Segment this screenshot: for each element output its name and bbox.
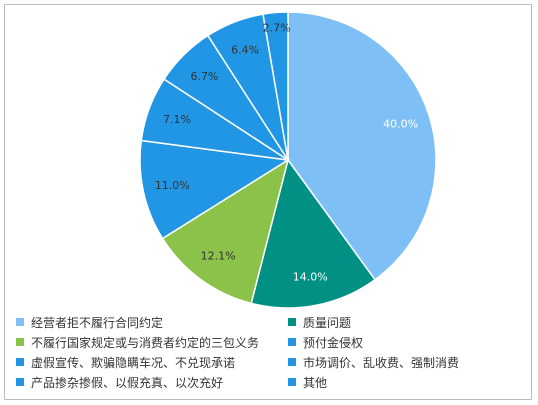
legend-label: 市场调价、乱收费、强制消费: [303, 355, 460, 370]
legend-swatch: [288, 378, 296, 386]
pie-slice-label-6: 6.4%: [231, 44, 259, 57]
pie-slice-label-4: 7.1%: [163, 113, 191, 126]
legend-item-0: 经营者拒不履行合同约定: [16, 314, 163, 330]
legend-label: 虚假宣传、欺骗隐瞒车况、不兑现承诺: [31, 355, 236, 370]
legend-swatch: [16, 358, 24, 366]
pie-slice-7: [262, 11, 289, 161]
legend-label: 质量问题: [303, 315, 352, 330]
legend-item-7: 其他: [288, 374, 327, 390]
legend-label: 预付金侵权: [303, 335, 364, 350]
pie-slice-label-7: 2.7%: [263, 21, 291, 34]
legend-swatch: [16, 318, 24, 326]
legend-item-3: 预付金侵权: [288, 334, 363, 350]
pie-slice-1: [250, 158, 377, 309]
legend-item-1: 质量问题: [288, 314, 351, 330]
legend-label: 不履行国家规定或与消费者约定的三包义务: [31, 335, 260, 350]
legend-label: 其他: [303, 375, 328, 390]
legend-swatch: [16, 338, 24, 346]
legend-item-5: 市场调价、乱收费、强制消费: [288, 354, 459, 370]
legend-label: 产品掺杂掺假、以假充真、以次充好: [31, 375, 224, 390]
pie-slice-2: [161, 158, 290, 305]
pie-slice-0: [287, 11, 437, 281]
legend-swatch: [288, 338, 296, 346]
legend-swatch: [288, 318, 296, 326]
pie-slice-3: [139, 139, 291, 240]
pie-slice-label-1: 14.0%: [293, 270, 328, 283]
pie-slice-label-5: 6.7%: [191, 70, 219, 83]
legend-swatch: [288, 358, 296, 366]
legend-item-6: 产品掺杂掺假、以假充真、以次充好: [16, 374, 223, 390]
legend-swatch: [16, 378, 24, 386]
pie-slice-label-0: 40.0%: [383, 117, 418, 130]
pie-slice-label-2: 12.1%: [201, 250, 236, 263]
legend-item-2: 不履行国家规定或与消费者约定的三包义务: [16, 334, 259, 350]
legend-label: 经营者拒不履行合同约定: [31, 315, 164, 330]
pie-slice-label-3: 11.0%: [155, 179, 190, 192]
legend-item-4: 虚假宣传、欺骗隐瞒车况、不兑现承诺: [16, 354, 235, 370]
pie-chart: 40.0% 14.0% 12.1% 11.0% 7.1% 6.7% 6.4% 2.7%: [139, 11, 437, 309]
